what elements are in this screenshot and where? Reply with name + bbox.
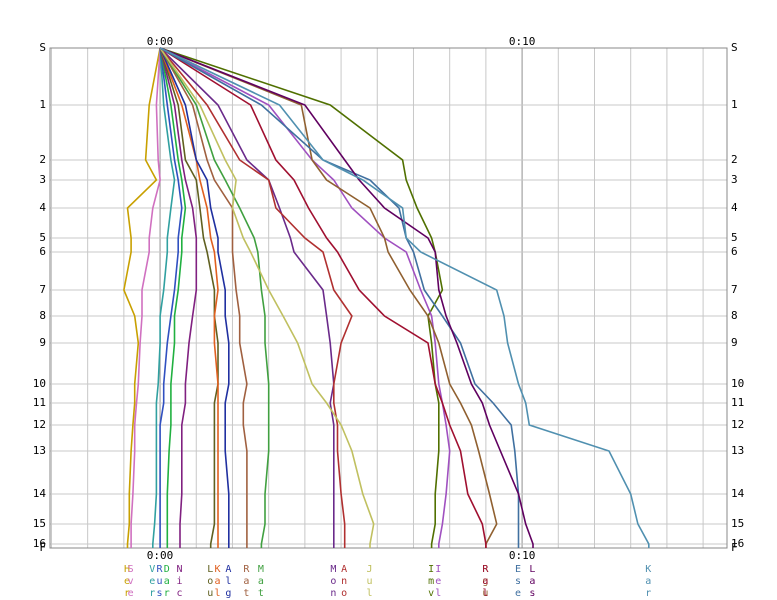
runner-line — [159, 47, 444, 548]
runner-name: Sve — [125, 564, 136, 600]
runner-name: Rat — [241, 564, 252, 600]
runner-name: Lou — [205, 564, 216, 600]
runner-line — [152, 47, 176, 548]
y-tick-label: 1 — [731, 98, 738, 111]
runner-name: Imv — [426, 564, 437, 600]
runner-name: Kar — [643, 564, 654, 600]
y-tick-label: 16 — [731, 537, 744, 550]
y-tick-label: 13 — [33, 444, 46, 457]
runner-line — [159, 47, 248, 548]
runner-line — [159, 47, 187, 548]
runner-name: Ver — [147, 564, 158, 600]
y-tick-label: 4 — [731, 201, 738, 214]
runner-line — [159, 47, 487, 548]
runner-line — [159, 47, 198, 548]
runner-name: Nic — [174, 564, 185, 600]
runner-name: Ral — [480, 564, 491, 600]
y-tick-label: 12 — [731, 418, 744, 431]
runner-name: Alg — [223, 564, 234, 600]
runner-line — [130, 47, 161, 548]
runner-name: Mon — [328, 564, 339, 600]
y-tick-label: 15 — [731, 517, 744, 530]
x-tick-label: 0:10 — [509, 549, 536, 562]
runner-name: Ano — [339, 564, 350, 600]
y-tick-label: 14 — [731, 487, 745, 500]
runner-name: Jul — [364, 564, 375, 600]
y-tick-label: 10 — [731, 377, 744, 390]
y-tick-label: 7 — [39, 283, 46, 296]
y-tick-label: 7 — [731, 283, 738, 296]
runner-line — [159, 47, 650, 548]
y-tick-label: 5 — [731, 231, 738, 244]
y-tick-label: 14 — [33, 487, 47, 500]
y-tick-label: 8 — [39, 309, 46, 322]
y-tick-label: 5 — [39, 231, 46, 244]
x-tick-label: 0:00 — [147, 549, 174, 562]
y-tick-label: 3 — [731, 173, 738, 186]
runner-line — [159, 47, 270, 548]
y-tick-label: 3 — [39, 173, 46, 186]
y-tick-label: 16 — [33, 537, 46, 550]
y-tick-label: F — [731, 541, 738, 554]
y-tick-label: 11 — [33, 396, 46, 409]
y-tick-label: 10 — [33, 377, 46, 390]
runner-line — [159, 47, 534, 548]
y-tick-label: 9 — [39, 336, 46, 349]
y-tick-label: S — [39, 41, 46, 54]
runner-line — [159, 47, 353, 548]
x-tick-label: 0:10 — [509, 35, 536, 48]
runner-name: Iel — [433, 564, 444, 600]
runner-name: Las — [527, 564, 538, 600]
y-tick-label: 4 — [39, 201, 46, 214]
runner-line — [123, 47, 161, 548]
runner-name: Her — [121, 564, 132, 600]
x-tick-label: 0:00 — [147, 35, 174, 48]
y-tick-label: 11 — [731, 396, 744, 409]
y-tick-label: 6 — [39, 245, 46, 258]
runner-line — [159, 47, 498, 548]
runner-name: Rus — [154, 564, 165, 600]
runner-line — [159, 47, 219, 548]
runner-line — [159, 47, 375, 548]
y-tick-label: 9 — [731, 336, 738, 349]
y-tick-label: 15 — [33, 517, 46, 530]
y-tick-label: 1 — [39, 98, 46, 111]
y-tick-label: 8 — [731, 309, 738, 322]
runner-name: Rgu — [480, 564, 491, 600]
y-tick-label: 12 — [33, 418, 46, 431]
y-tick-label: 6 — [731, 245, 738, 258]
runner-name: Kal — [212, 564, 223, 600]
y-tick-label: 2 — [39, 153, 46, 166]
y-tick-label: 2 — [731, 153, 738, 166]
runner-name: Mat — [255, 564, 266, 600]
plot-frame — [49, 47, 728, 549]
y-tick-label: F — [39, 541, 46, 554]
runner-name: Dar — [161, 564, 172, 600]
y-tick-label: S — [731, 41, 738, 54]
runner-name: Ese — [512, 564, 523, 600]
runner-line — [159, 47, 230, 548]
y-tick-label: 13 — [731, 444, 744, 457]
runner-line — [159, 47, 183, 548]
runner-line — [159, 47, 219, 548]
